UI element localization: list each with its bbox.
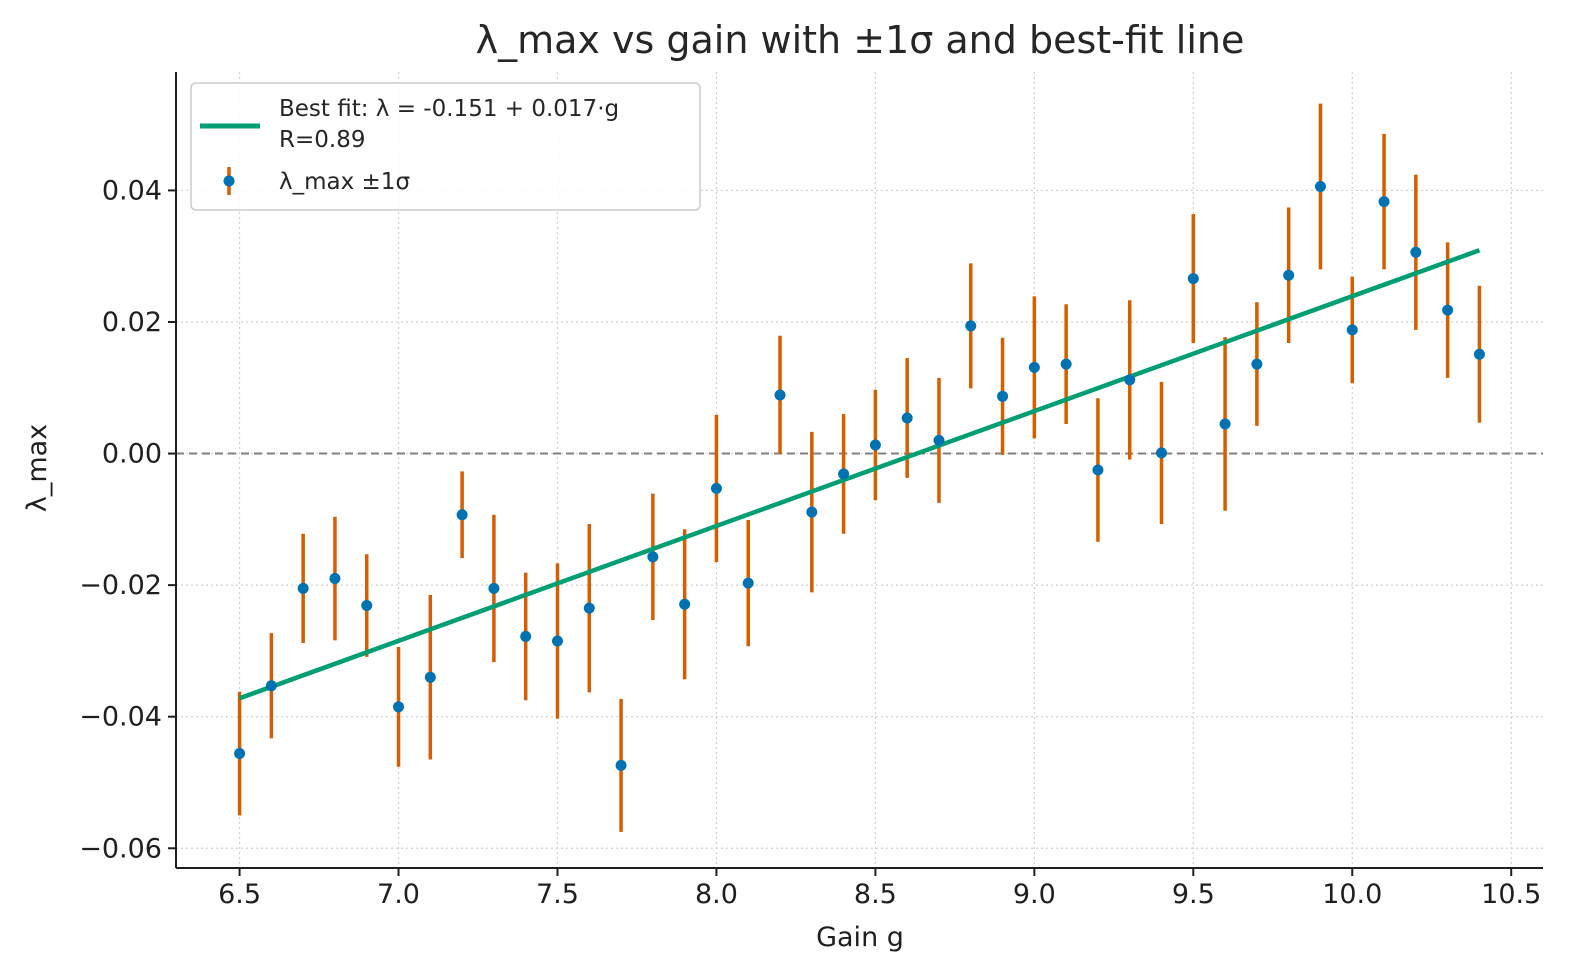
x-tick-label: 7.0 bbox=[377, 879, 420, 910]
data-point bbox=[329, 573, 341, 585]
data-point bbox=[1028, 361, 1040, 373]
data-point bbox=[838, 468, 850, 480]
data-point bbox=[869, 439, 881, 451]
x-tick-label: 10.5 bbox=[1481, 879, 1541, 910]
legend-fit-label-line1: Best fit: λ = -0.151 + 0.017·g bbox=[279, 96, 619, 122]
x-tick-label: 8.5 bbox=[854, 879, 897, 910]
data-point bbox=[901, 412, 913, 424]
data-point bbox=[1219, 418, 1231, 430]
y-tick-label: 0.00 bbox=[102, 439, 162, 470]
x-tick-label: 7.5 bbox=[536, 879, 579, 910]
x-tick-label: 9.5 bbox=[1172, 879, 1215, 910]
data-point bbox=[456, 509, 468, 521]
data-point bbox=[647, 551, 659, 563]
data-point bbox=[742, 577, 754, 589]
data-point bbox=[1251, 358, 1263, 370]
data-point bbox=[1473, 348, 1485, 360]
data-point bbox=[551, 635, 563, 647]
y-ticks: −0.06 −0.04 −0.02 0.00 0.02 0.04 bbox=[79, 175, 176, 864]
x-ticks: 6.5 7.0 7.5 8.0 8.5 9.0 9.5 10.0 10.5 bbox=[218, 868, 1541, 910]
data-point bbox=[933, 434, 945, 446]
data-point bbox=[1442, 304, 1454, 316]
data-point bbox=[1060, 358, 1072, 370]
data-point bbox=[583, 602, 595, 614]
legend-fit-label-line2: R=0.89 bbox=[279, 127, 365, 153]
data-point bbox=[710, 482, 722, 494]
data-point bbox=[234, 748, 246, 760]
y-axis-title: λ_max bbox=[22, 424, 53, 512]
x-tick-label: 9.0 bbox=[1013, 879, 1056, 910]
data-point bbox=[1314, 180, 1326, 192]
data-point bbox=[997, 390, 1009, 402]
legend: Best fit: λ = -0.151 + 0.017·g R=0.89 λ_… bbox=[190, 82, 701, 211]
data-point bbox=[1187, 273, 1199, 285]
data-point bbox=[679, 598, 691, 610]
y-tick-label: −0.06 bbox=[79, 833, 162, 864]
data-point bbox=[615, 759, 627, 771]
best-fit-line bbox=[238, 248, 1481, 701]
chart-title: λ_max vs gain with ±1σ and best-fit line bbox=[476, 18, 1245, 62]
data-point bbox=[1124, 374, 1136, 386]
data-point bbox=[520, 630, 532, 642]
data-point bbox=[1156, 447, 1168, 459]
y-tick-label: 0.04 bbox=[102, 175, 162, 206]
data-point bbox=[1410, 246, 1422, 258]
y-tick-label: −0.02 bbox=[79, 570, 162, 601]
y-tick-label: −0.04 bbox=[79, 702, 162, 733]
data-point bbox=[297, 582, 309, 594]
data-point bbox=[361, 600, 373, 612]
x-tick-label: 10.0 bbox=[1322, 879, 1382, 910]
data-point bbox=[1346, 324, 1358, 336]
legend-points-label: λ_max ±1σ bbox=[279, 169, 410, 195]
data-point bbox=[774, 389, 786, 401]
legend-point-swatch bbox=[223, 175, 235, 187]
y-tick-label: 0.02 bbox=[102, 307, 162, 338]
data-point bbox=[1092, 464, 1104, 476]
data-point bbox=[965, 320, 977, 332]
data-points bbox=[234, 180, 1485, 771]
data-point bbox=[1283, 269, 1295, 281]
axes bbox=[175, 72, 1543, 869]
x-tick-label: 8.0 bbox=[695, 879, 738, 910]
x-axis-title: Gain g bbox=[816, 922, 904, 953]
data-point bbox=[265, 680, 277, 692]
data-point bbox=[393, 701, 405, 713]
data-point bbox=[806, 506, 818, 518]
data-point bbox=[1378, 196, 1390, 208]
x-tick-label: 6.5 bbox=[218, 879, 261, 910]
data-point bbox=[424, 671, 436, 683]
data-point bbox=[488, 582, 500, 594]
legend-frame bbox=[190, 82, 701, 211]
